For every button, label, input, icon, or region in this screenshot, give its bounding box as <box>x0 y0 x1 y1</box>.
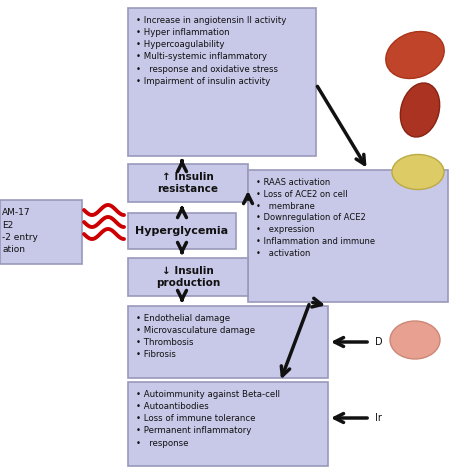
FancyBboxPatch shape <box>128 258 248 296</box>
Ellipse shape <box>401 83 440 137</box>
Text: Hyperglycemia: Hyperglycemia <box>136 226 228 236</box>
FancyBboxPatch shape <box>128 213 236 249</box>
Ellipse shape <box>386 31 444 79</box>
Text: D: D <box>375 337 383 347</box>
Text: ↑ Insulin
resistance: ↑ Insulin resistance <box>157 172 219 194</box>
FancyBboxPatch shape <box>128 382 328 466</box>
Text: ↓ Insulin
production: ↓ Insulin production <box>156 266 220 288</box>
Text: • Endothelial damage
• Microvasculature damage
• Thrombosis
• Fibrosis: • Endothelial damage • Microvasculature … <box>136 314 255 359</box>
Text: • Increase in angiotensin II activity
• Hyper inflammation
• Hypercoagulability
: • Increase in angiotensin II activity • … <box>136 16 286 86</box>
FancyBboxPatch shape <box>128 306 328 378</box>
FancyBboxPatch shape <box>248 170 448 302</box>
Text: • RAAS activation
• Loss of ACE2 on cell
•   membrane
• Downregulation of ACE2
•: • RAAS activation • Loss of ACE2 on cell… <box>256 178 375 258</box>
FancyBboxPatch shape <box>128 8 316 156</box>
Text: • Autoimmunity against Beta-cell
• Autoantibodies
• Loss of immune tolerance
• P: • Autoimmunity against Beta-cell • Autoa… <box>136 390 280 447</box>
Text: AM-17
E2
-2 entry
ation: AM-17 E2 -2 entry ation <box>2 208 38 255</box>
FancyBboxPatch shape <box>128 164 248 202</box>
Ellipse shape <box>390 321 440 359</box>
Ellipse shape <box>392 155 444 190</box>
Text: Ir: Ir <box>375 413 382 423</box>
FancyBboxPatch shape <box>0 200 82 264</box>
